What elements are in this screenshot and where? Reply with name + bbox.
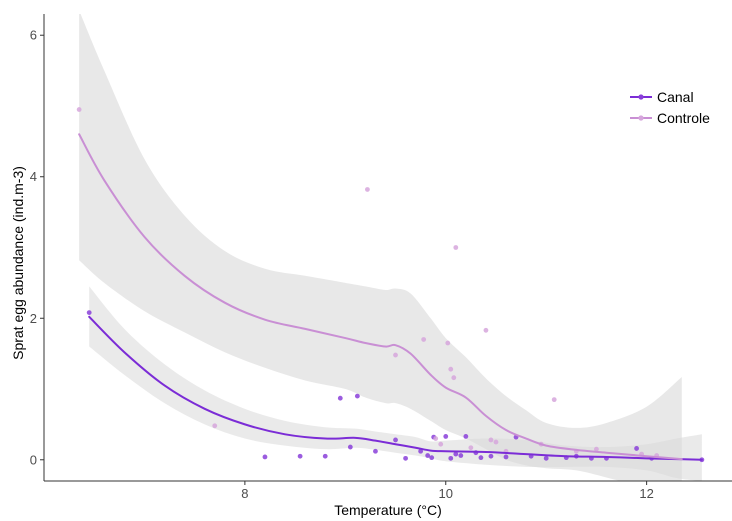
data-point-canal — [463, 434, 469, 439]
x-axis-title: Temperature (°C) — [334, 502, 442, 518]
data-point-canal — [453, 451, 459, 457]
data-point-canal — [443, 434, 449, 439]
x-tick-label: 12 — [639, 486, 653, 501]
data-point-controle — [551, 397, 557, 403]
data-point-canal — [478, 455, 484, 461]
y-tick-label: 2 — [30, 311, 37, 326]
x-axis-ticks: 8 10 12 — [241, 481, 654, 501]
x-tick-label: 10 — [439, 486, 453, 501]
data-point-canal — [393, 437, 398, 443]
data-point-controle — [365, 187, 370, 192]
smooth-lines — [78, 133, 703, 461]
y-axis-ticks: 0 2 4 6 — [30, 28, 44, 467]
smooth-line-canal — [88, 315, 703, 461]
data-point-canal — [425, 453, 431, 458]
legend-key-point-controle — [638, 115, 644, 121]
legend-label-canal: Canal — [657, 89, 694, 105]
data-point-controle — [212, 423, 218, 429]
data-point-canal — [86, 310, 92, 315]
data-point-controle — [421, 337, 427, 342]
plot-area — [76, 14, 705, 481]
confidence-band-controle — [79, 14, 682, 481]
data-point-canal — [503, 454, 509, 460]
data-point-canal — [418, 448, 424, 454]
data-point-controle — [483, 327, 489, 333]
confidence-band-canal — [89, 286, 702, 481]
data-point-canal — [429, 455, 435, 461]
data-point-canal — [373, 448, 378, 454]
legend-label-controle: Controle — [657, 110, 710, 126]
y-axis-title: Sprat egg abundance (ind.m-3) — [10, 166, 26, 360]
y-tick-label: 4 — [30, 169, 37, 184]
y-tick-label: 0 — [30, 452, 37, 467]
data-point-canal — [347, 444, 353, 450]
data-point-controle — [488, 437, 494, 443]
data-point-controle — [445, 340, 451, 346]
data-point-controle — [594, 446, 599, 452]
data-point-canal — [543, 455, 549, 461]
data-point-canal — [322, 453, 328, 459]
data-point-canal — [634, 446, 639, 451]
legend: Canal Controle — [630, 89, 710, 126]
data-point-canal — [354, 393, 360, 399]
data-point-canal — [297, 453, 303, 459]
data-point-controle — [393, 352, 398, 358]
data-point-canal — [337, 395, 343, 401]
data-point-canal — [488, 453, 494, 459]
data-point-controle — [448, 366, 454, 372]
data-point-controle — [433, 436, 439, 441]
y-tick-label: 6 — [30, 28, 37, 43]
confidence-bands — [79, 14, 702, 481]
data-point-canal — [262, 454, 268, 460]
x-tick-label: 8 — [241, 486, 248, 501]
data-point-controle — [453, 245, 459, 250]
legend-key-point-canal — [638, 94, 644, 100]
data-point-canal — [448, 455, 454, 461]
data-point-canal — [458, 453, 464, 458]
data-point-controle — [493, 439, 499, 445]
data-point-controle — [451, 375, 457, 381]
data-point-controle — [438, 441, 444, 447]
data-point-controle — [468, 445, 474, 451]
data-point-canal — [403, 455, 408, 461]
smooth-line-controle — [78, 133, 683, 461]
data-point-controle — [76, 107, 82, 112]
data-points — [76, 107, 705, 463]
